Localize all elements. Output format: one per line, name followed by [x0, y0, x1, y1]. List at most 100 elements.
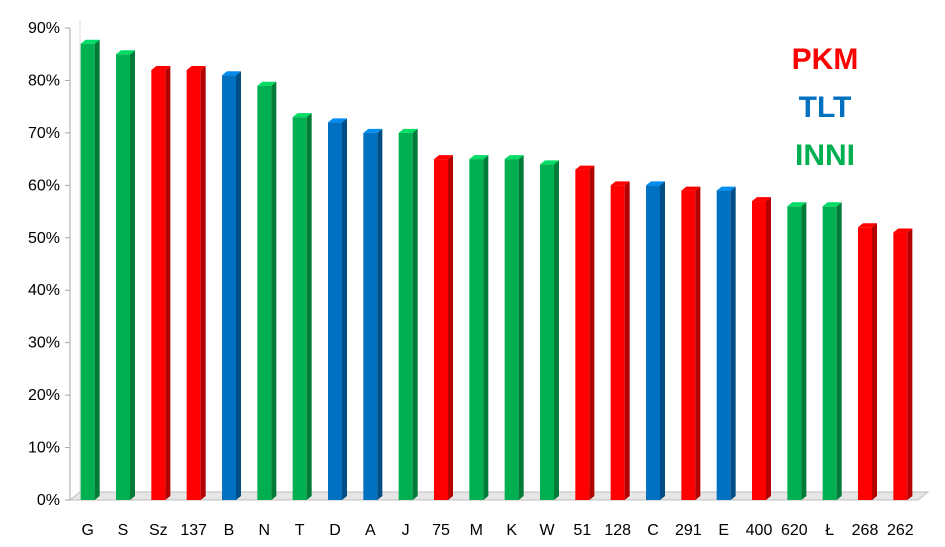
x-tick-label: 400 [746, 522, 773, 539]
bar-side [907, 228, 913, 501]
x-axis-tick-labels: G S Sz 137 B N T D A J 75 M K W 51 128 C 291 E 400 620 Ł 268 26… [81, 522, 913, 539]
x-tick-label: 75 [432, 522, 450, 539]
y-tick-label: 20% [28, 387, 60, 404]
bar-291 [681, 186, 701, 501]
bar-front [292, 117, 307, 501]
x-tick-label: 291 [675, 522, 702, 539]
bar-front [646, 185, 660, 501]
bar-top [858, 223, 877, 228]
x-tick-label: S [118, 522, 129, 539]
legend-item-tlt: TLT [798, 91, 852, 124]
bar-top [469, 155, 489, 160]
bar-side [412, 128, 418, 500]
bar-75 [434, 155, 453, 500]
bar-front [858, 227, 872, 501]
x-tick-label: E [718, 522, 729, 539]
bar-front [681, 190, 696, 501]
bar-side [306, 113, 312, 501]
x-tick-label: B [224, 522, 235, 539]
bar-side [766, 197, 771, 501]
y-tick-label: 60% [28, 177, 60, 194]
bar-51 [575, 165, 595, 500]
bar-N [257, 81, 277, 500]
bar-top [257, 81, 277, 86]
bar-front [328, 122, 342, 501]
x-tick-label: T [295, 522, 305, 539]
x-tick-label: C [647, 522, 659, 539]
bar-top [681, 186, 701, 191]
chart-bars [80, 39, 913, 501]
bar-front [575, 169, 590, 500]
bar-G [80, 39, 100, 500]
bar-side [236, 71, 241, 500]
bar-top [752, 197, 771, 202]
x-tick-label: Sz [149, 522, 168, 539]
bar-Ł [822, 202, 842, 501]
bar-side [483, 155, 489, 500]
y-tick-label: 40% [28, 282, 60, 299]
y-tick-label: 80% [28, 72, 60, 89]
x-tick-label: M [470, 522, 483, 539]
bar-top [398, 128, 418, 133]
bar-top [222, 71, 241, 76]
bar-top [575, 165, 595, 170]
bar-side [836, 202, 842, 501]
legend-item-pkm: PKM [791, 43, 859, 76]
y-tick-label: 0% [37, 492, 60, 509]
chart-legend: PKM TLT INNI [770, 36, 880, 180]
y-tick-label: 10% [28, 440, 60, 457]
chart-floor [68, 491, 930, 501]
bar-front [398, 132, 413, 500]
x-tick-label: 128 [604, 522, 631, 539]
bar-side [589, 165, 595, 500]
bar-top [646, 181, 665, 186]
bar-J [398, 128, 418, 500]
bar-front [469, 159, 484, 500]
x-tick-label: A [365, 522, 376, 539]
bar-front [893, 232, 908, 501]
bar-E [716, 186, 736, 501]
bar-268 [858, 223, 877, 501]
bar-front [752, 201, 766, 501]
bar-side [94, 39, 100, 500]
bar-front [434, 159, 448, 500]
bar-side [730, 186, 736, 501]
bar-A [363, 128, 383, 500]
bar-side [271, 81, 277, 500]
bar-top [151, 65, 171, 70]
bar-side [554, 160, 559, 500]
bar-side [448, 155, 453, 500]
bar-top [363, 128, 383, 133]
bar-top [504, 155, 524, 160]
x-tick-label: Ł [825, 522, 834, 539]
bar-B [222, 71, 241, 500]
bar-top [434, 155, 453, 160]
x-tick-label: D [329, 522, 341, 539]
bar-front [822, 206, 837, 501]
bar-K [504, 155, 524, 500]
bar-front [504, 159, 519, 500]
bar-Sz [151, 65, 171, 500]
x-tick-label: N [259, 522, 271, 539]
y-axis-tick-labels: 0% 10% 20% 30% 40% 50% 60% 70% 80% 90% [28, 20, 60, 509]
bar-top [186, 65, 206, 70]
bar-top [716, 186, 736, 191]
bar-front [257, 85, 272, 500]
y-tick-label: 50% [28, 230, 60, 247]
bar-side [624, 181, 630, 501]
bar-top [328, 118, 347, 123]
bar-T [292, 113, 312, 501]
bar-top [610, 181, 630, 186]
bar-side [872, 223, 877, 501]
bar-top [540, 160, 559, 165]
bar-side [660, 181, 665, 501]
bar-front [540, 164, 554, 500]
bar-C [646, 181, 665, 501]
bar-137 [186, 65, 206, 500]
x-tick-label: 51 [573, 522, 591, 539]
bar-W [540, 160, 559, 500]
bar-side [377, 128, 383, 500]
chart-axes [65, 20, 930, 501]
bar-top [822, 202, 842, 207]
